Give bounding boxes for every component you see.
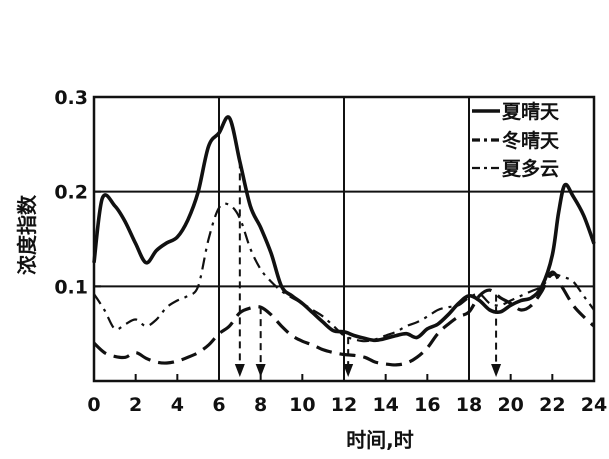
series-line-1 — [92, 115, 596, 343]
y-tick-label: 0.1 — [54, 276, 88, 298]
y-axis-title: 浓度指数 — [15, 194, 39, 275]
arrow-head — [255, 364, 266, 377]
tick-labels: 0 2 4 6 8 10 12 14 16 18 20 22 240.10.20.3 — [54, 87, 607, 416]
x-tick-label: 0 — [87, 394, 100, 416]
x-tick-label: 4 — [171, 394, 184, 416]
x-axis-title: 时间,时 — [346, 428, 414, 452]
arrow-head — [491, 364, 502, 377]
x-tick-label: 10 — [289, 394, 315, 416]
x-tick-label: 18 — [456, 394, 482, 416]
legend-label-3: 夏多云 — [502, 157, 559, 180]
arrow-head — [343, 364, 354, 377]
series-line-2 — [92, 270, 596, 367]
x-tick-label: 20 — [497, 394, 523, 416]
series-lines — [92, 115, 596, 367]
legend-label-1: 夏晴天 — [502, 100, 560, 123]
x-tick-label: 24 — [581, 394, 607, 416]
arrow-head — [234, 364, 245, 377]
y-tick-label: 0.3 — [54, 87, 88, 109]
annotation-arrows — [234, 161, 502, 377]
x-tick-label: 14 — [372, 394, 398, 416]
x-tick-label: 6 — [212, 394, 225, 416]
legend-label-2: 冬晴天 — [502, 129, 560, 152]
x-tick-label: 8 — [254, 394, 267, 416]
y-tick-label: 0.2 — [54, 182, 88, 204]
x-tick-label: 12 — [331, 394, 357, 416]
series-line-3 — [93, 202, 595, 343]
x-tick-label: 22 — [539, 394, 565, 416]
x-tick-label: 2 — [129, 394, 142, 416]
x-tick-label: 16 — [414, 394, 440, 416]
